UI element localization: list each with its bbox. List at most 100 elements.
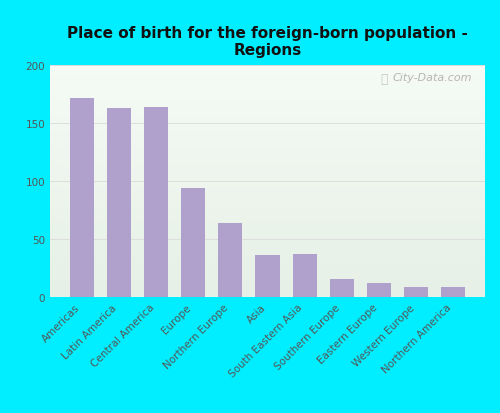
Bar: [50, 270, 485, 271]
Bar: [50, 234, 485, 235]
Bar: [50, 107, 485, 108]
Bar: [50, 274, 485, 275]
Bar: [50, 81, 485, 82]
Bar: [50, 109, 485, 110]
Bar: [50, 134, 485, 135]
Bar: [50, 184, 485, 185]
Bar: [50, 260, 485, 261]
Bar: [50, 87, 485, 88]
Bar: [50, 292, 485, 293]
Bar: [50, 236, 485, 237]
Bar: [50, 85, 485, 86]
Bar: [50, 266, 485, 267]
Bar: [50, 145, 485, 146]
Bar: [441, 287, 465, 297]
Bar: [50, 173, 485, 175]
Bar: [50, 78, 485, 79]
Bar: [50, 290, 485, 292]
Bar: [50, 209, 485, 211]
Bar: [50, 211, 485, 212]
Bar: [50, 90, 485, 92]
Bar: [50, 257, 485, 258]
Bar: [50, 197, 485, 198]
Bar: [50, 277, 485, 278]
Bar: [50, 156, 485, 157]
Bar: [50, 223, 485, 225]
Bar: [50, 268, 485, 270]
Bar: [50, 125, 485, 126]
Bar: [50, 112, 485, 114]
Bar: [50, 97, 485, 98]
Bar: [50, 191, 485, 192]
Bar: [50, 123, 485, 124]
Bar: [50, 180, 485, 182]
Bar: [50, 252, 485, 254]
Bar: [50, 288, 485, 289]
Bar: [50, 214, 485, 215]
Bar: [50, 195, 485, 196]
Bar: [330, 279, 354, 297]
Bar: [50, 121, 485, 123]
Bar: [50, 152, 485, 153]
Bar: [50, 105, 485, 107]
Bar: [50, 192, 485, 193]
Bar: [50, 278, 485, 279]
Bar: [50, 293, 485, 294]
Bar: [50, 220, 485, 221]
Bar: [50, 296, 485, 297]
Bar: [50, 82, 485, 83]
Bar: [50, 247, 485, 248]
Bar: [50, 215, 485, 216]
Bar: [50, 71, 485, 72]
Bar: [50, 267, 485, 268]
Bar: [50, 193, 485, 195]
Bar: [50, 251, 485, 252]
Bar: [50, 212, 485, 213]
Bar: [50, 168, 485, 169]
Bar: [50, 207, 485, 208]
Bar: [50, 147, 485, 148]
Bar: [50, 164, 485, 166]
Bar: [50, 160, 485, 161]
Bar: [50, 295, 485, 296]
Bar: [50, 179, 485, 180]
Bar: [50, 171, 485, 173]
Bar: [50, 219, 485, 220]
Bar: [50, 80, 485, 81]
Bar: [50, 89, 485, 90]
Bar: [50, 273, 485, 274]
Bar: [218, 223, 242, 297]
Bar: [50, 103, 485, 104]
Bar: [50, 216, 485, 218]
Bar: [50, 281, 485, 282]
Bar: [50, 254, 485, 256]
Bar: [50, 243, 485, 244]
Bar: [50, 196, 485, 197]
Bar: [50, 73, 485, 74]
Bar: [50, 102, 485, 103]
Bar: [50, 142, 485, 144]
Bar: [50, 75, 485, 76]
Bar: [50, 235, 485, 236]
Bar: [50, 176, 485, 177]
Bar: [50, 283, 485, 285]
Bar: [50, 170, 485, 171]
Bar: [50, 185, 485, 186]
Bar: [292, 254, 316, 297]
Bar: [50, 86, 485, 87]
Bar: [50, 137, 485, 138]
Bar: [50, 237, 485, 238]
Text: ⓘ: ⓘ: [380, 73, 388, 86]
Text: City-Data.com: City-Data.com: [392, 73, 472, 83]
Bar: [50, 264, 485, 265]
Bar: [50, 128, 485, 130]
Bar: [50, 141, 485, 142]
Bar: [50, 198, 485, 199]
Bar: [50, 150, 485, 152]
Bar: [50, 222, 485, 223]
Bar: [50, 279, 485, 280]
Bar: [50, 88, 485, 89]
Bar: [50, 127, 485, 128]
Bar: [50, 126, 485, 127]
Bar: [404, 287, 428, 297]
